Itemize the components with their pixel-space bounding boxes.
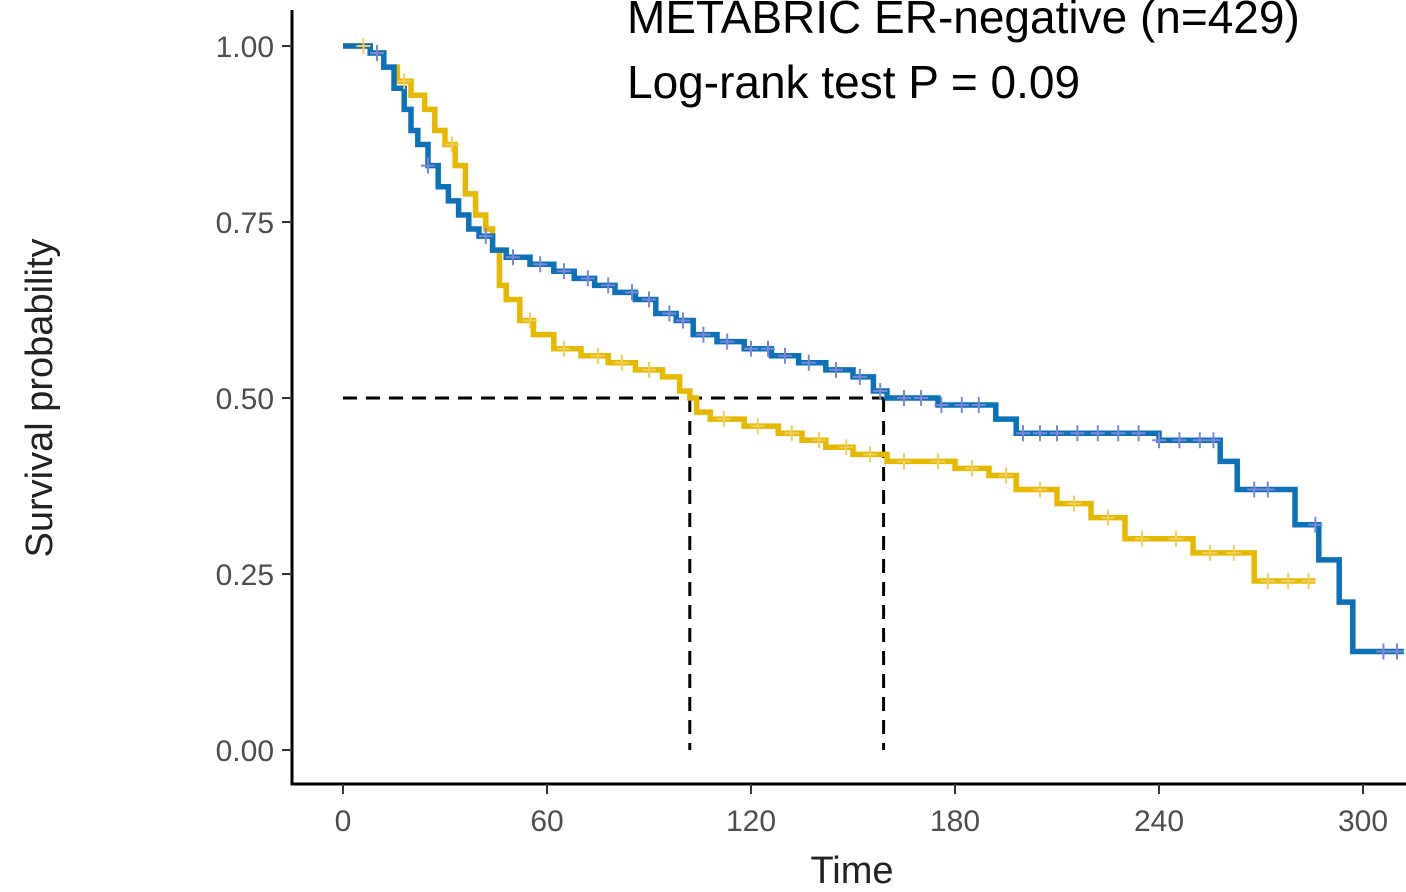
censor-mark xyxy=(356,38,371,54)
censor-mark xyxy=(999,467,1013,484)
censor-mark xyxy=(557,340,571,357)
censor-mark xyxy=(676,312,690,329)
censor-mark xyxy=(662,305,677,322)
censor-mark xyxy=(720,333,735,350)
censor-mark xyxy=(1260,573,1275,590)
censor-mark xyxy=(1169,530,1183,547)
x-axis-ticks: 0 60 120 180 240 300 xyxy=(335,784,1388,838)
censor-mark xyxy=(778,347,792,364)
censor-mark xyxy=(1131,425,1146,442)
censor-mark xyxy=(1281,573,1296,590)
censor-mark xyxy=(829,361,843,378)
censor-mark xyxy=(934,397,949,414)
censor-mark xyxy=(801,354,816,371)
censor-mark xyxy=(642,291,656,308)
censor-mark xyxy=(642,361,656,378)
censor-mark xyxy=(971,397,986,414)
x-axis-title: Time xyxy=(810,850,893,892)
censor-mark xyxy=(1152,432,1166,449)
censor-mark xyxy=(812,432,826,449)
censor-mark xyxy=(1111,425,1126,442)
censor-mark xyxy=(1206,432,1221,449)
censor-mark xyxy=(744,340,758,357)
survival-curve-blue xyxy=(343,43,1404,655)
annotation-logrank: Log-rank test P = 0.09 xyxy=(627,56,1080,108)
censor-mark xyxy=(897,390,911,406)
censor-mark xyxy=(1090,425,1105,442)
censor-mark xyxy=(784,425,799,442)
survival-curves xyxy=(343,43,1404,655)
censor-mark xyxy=(1376,643,1391,660)
censor-mark xyxy=(1308,516,1323,533)
x-tick-label: 0 xyxy=(335,805,352,838)
censor-mark xyxy=(914,390,928,406)
censor-mark xyxy=(931,453,945,470)
y-tick-label: 0.50 xyxy=(216,383,274,416)
x-tick-label: 180 xyxy=(930,805,980,838)
censor-mark xyxy=(1247,481,1262,498)
censor-mark xyxy=(863,446,877,463)
censor-mark xyxy=(716,411,731,428)
censor-mark xyxy=(557,263,571,280)
censor-mark xyxy=(852,368,867,385)
censor-mark xyxy=(421,157,435,174)
x-tick-label: 300 xyxy=(1338,805,1388,838)
x-tick-label: 240 xyxy=(1134,805,1184,838)
censor-mark xyxy=(750,418,765,435)
censor-mark xyxy=(965,460,979,477)
censor-mark xyxy=(761,340,775,357)
censor-mark xyxy=(1172,432,1187,449)
censor-mark xyxy=(591,347,605,364)
censor-mark xyxy=(533,256,548,273)
x-tick-label: 120 xyxy=(726,805,776,838)
annotation-cohort: METABRIC ER-negative (n=429) xyxy=(627,0,1300,43)
censor-mark xyxy=(1192,432,1207,449)
censor-mark xyxy=(1135,530,1149,547)
censor-mark xyxy=(1016,425,1030,442)
y-tick-label: 0.00 xyxy=(216,735,274,768)
survival-curve-yellow xyxy=(343,43,1316,584)
censor-mark xyxy=(523,312,537,329)
censor-mark xyxy=(614,354,629,371)
censor-mark xyxy=(873,382,888,399)
censor-mark xyxy=(1301,573,1316,590)
censor-mark xyxy=(1260,481,1275,498)
censor-mark xyxy=(444,136,459,153)
x-tick-label: 60 xyxy=(530,805,563,838)
censor-mark xyxy=(839,439,854,456)
censor-mark xyxy=(478,228,493,245)
y-tick-label: 0.25 xyxy=(216,559,274,592)
censor-mark xyxy=(954,397,969,414)
censor-mark xyxy=(696,326,711,343)
censor-mark xyxy=(601,277,616,294)
censor-mark xyxy=(625,284,639,301)
censor-mark xyxy=(1226,544,1241,561)
median-guide-lines xyxy=(343,396,886,750)
censor-mark xyxy=(1390,643,1404,660)
censor-mark xyxy=(1203,544,1217,561)
censor-marks xyxy=(356,38,1404,660)
censor-mark xyxy=(1033,425,1047,442)
censor-mark xyxy=(1067,495,1081,512)
censor-mark xyxy=(1101,509,1115,526)
censor-mark xyxy=(580,270,595,287)
censor-mark xyxy=(506,249,520,266)
y-tick-label: 0.75 xyxy=(216,207,274,240)
censor-mark xyxy=(1033,481,1047,498)
censor-mark xyxy=(397,73,412,90)
y-axis-ticks: 0.00 0.25 0.50 0.75 1.00 xyxy=(216,31,292,768)
censor-mark xyxy=(1070,425,1085,442)
y-tick-label: 1.00 xyxy=(216,31,274,64)
censor-mark xyxy=(897,453,911,470)
y-axis-title: Survival probability xyxy=(19,239,61,558)
censor-mark xyxy=(370,45,384,62)
censor-mark xyxy=(1050,425,1064,442)
